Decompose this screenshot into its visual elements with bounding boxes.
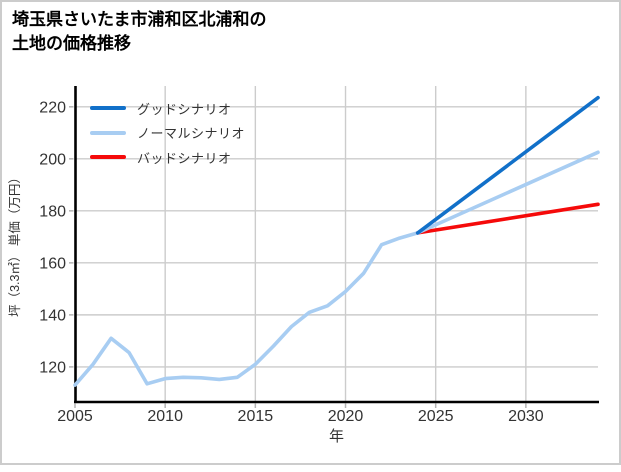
normal-scenario-line xyxy=(415,150,600,235)
bad-scenario-line-icon xyxy=(90,155,126,160)
good-scenario-line-icon xyxy=(90,106,126,111)
y-tick-label: 220 xyxy=(39,99,66,116)
page-title-line1: 埼玉県さいたま市浦和区北浦和の xyxy=(12,10,267,29)
y-tick-label: 200 xyxy=(39,151,66,168)
history-line xyxy=(73,231,420,387)
x-tick-label: 2015 xyxy=(238,408,274,425)
legend-item-good-scenario: グッドシナリオ xyxy=(90,96,245,121)
x-axis-label: 年 xyxy=(329,428,344,445)
normal-scenario-line-icon xyxy=(90,130,126,135)
bad-scenario-line xyxy=(415,202,600,235)
y-tick-label: 160 xyxy=(39,255,66,272)
y-axis-label: 坪（3.3㎡） 単価（万円） xyxy=(8,171,22,317)
legend-label-good: グッドシナリオ xyxy=(137,101,232,117)
page-title: 埼玉県さいたま市浦和区北浦和の 土地の価格推移 xyxy=(12,8,267,56)
x-tick-label: 2020 xyxy=(328,408,364,425)
legend-item-bad-scenario: バッドシナリオ xyxy=(90,145,245,170)
legend-label-normal: ノーマルシナリオ xyxy=(137,126,246,142)
y-tick-label: 140 xyxy=(39,307,66,324)
legend-label-bad: バッドシナリオ xyxy=(137,150,232,166)
x-tick-label: 2005 xyxy=(57,408,93,425)
x-tick-label: 2025 xyxy=(418,408,454,425)
x-tick-label: 2030 xyxy=(508,408,544,425)
y-tick-label: 120 xyxy=(39,359,66,376)
x-tick-label: 2010 xyxy=(147,408,183,425)
legend: グッドシナリオ ノーマルシナリオ バッドシナリオ xyxy=(90,96,245,170)
legend-item-normal-scenario: ノーマルシナリオ xyxy=(90,121,245,146)
y-tick-label: 180 xyxy=(39,203,66,220)
page-title-line2: 土地の価格推移 xyxy=(12,34,131,53)
good-scenario-line xyxy=(415,95,600,235)
